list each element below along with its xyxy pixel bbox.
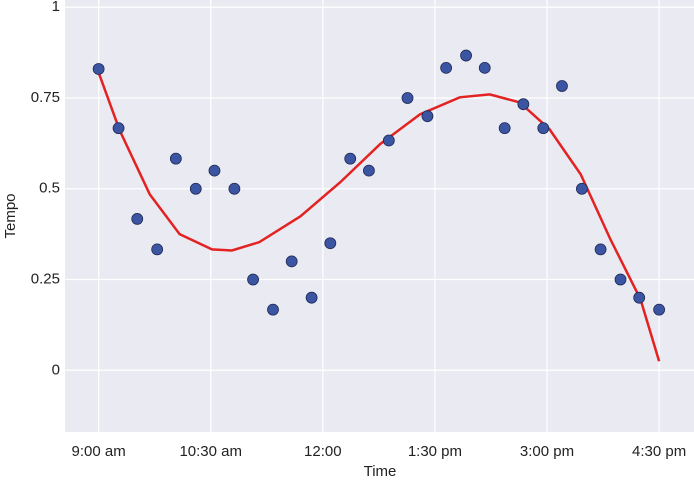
data-point — [382, 134, 395, 147]
x-tick-label: 3:00 pm — [520, 443, 574, 460]
data-point — [653, 303, 666, 316]
y-tick-label: 0.25 — [31, 270, 60, 287]
data-point — [633, 291, 646, 304]
x-tick-label: 10:30 am — [179, 443, 242, 460]
data-point — [401, 92, 414, 104]
data-point — [478, 61, 491, 74]
x-tick-label: 12:00 — [304, 443, 342, 460]
data-point — [112, 122, 125, 135]
data-point — [498, 122, 511, 135]
data-point — [131, 213, 144, 225]
x-tick-label: 9:00 am — [72, 443, 126, 460]
data-point — [305, 291, 318, 304]
data-point — [576, 182, 588, 195]
data-point — [92, 63, 105, 75]
plot-background — [65, 0, 694, 432]
data-point — [537, 122, 550, 135]
data-point — [421, 110, 434, 123]
data-point — [460, 49, 472, 62]
data-point — [189, 182, 202, 195]
data-point — [324, 237, 337, 250]
data-point — [285, 255, 298, 268]
data-point — [208, 164, 221, 177]
data-point — [344, 152, 357, 165]
data-point — [517, 98, 530, 111]
y-tick-label: 0.75 — [31, 89, 60, 106]
fit-line — [97, 72, 661, 362]
data-point — [169, 152, 182, 165]
x-tick-label: 1:30 pm — [408, 443, 462, 460]
y-tick-label: 0 — [52, 361, 60, 378]
data-point — [363, 164, 375, 177]
x-tick-label: 4:30 pm — [632, 443, 686, 460]
data-point — [267, 303, 279, 316]
y-axis-label: Tempo — [2, 193, 19, 238]
data-point — [228, 182, 241, 195]
data-point — [594, 243, 607, 256]
data-point — [556, 80, 568, 92]
data-point — [151, 243, 164, 256]
x-axis-label: Time — [364, 463, 397, 480]
y-tick-label: 1 — [52, 0, 60, 15]
data-point — [247, 273, 259, 286]
data-point — [614, 273, 627, 286]
data-point — [440, 61, 453, 74]
y-tick-label: 0.5 — [39, 180, 60, 197]
